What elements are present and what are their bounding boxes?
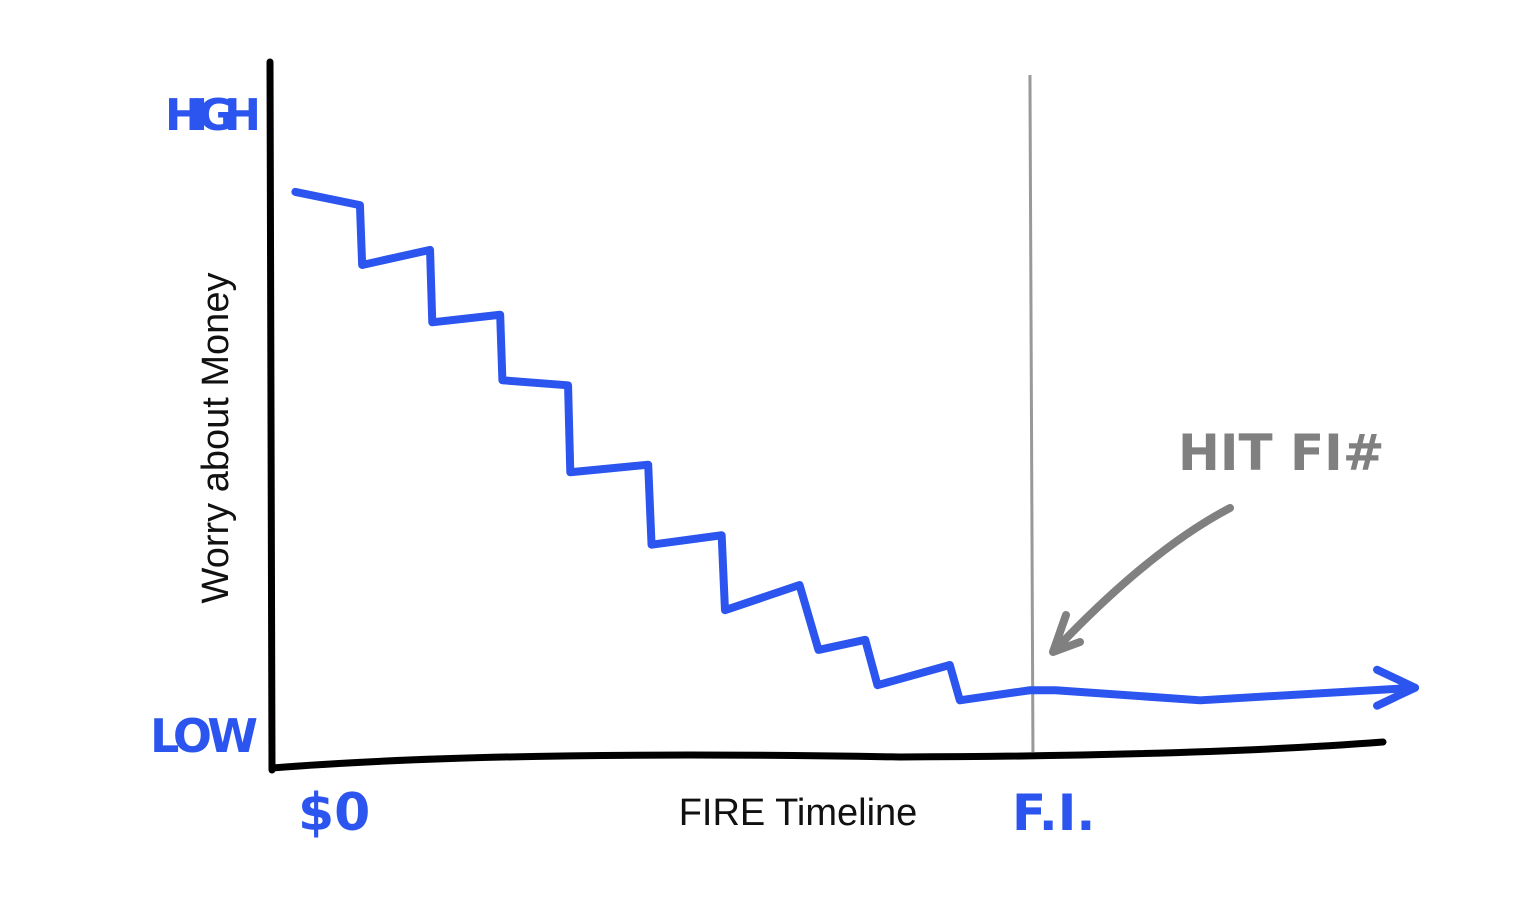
x-tick-zero: $0 [298,783,370,843]
annotation-hit-fi: HIT FI# [1178,424,1385,482]
series-line [291,187,1420,705]
x-axis [268,738,1387,772]
y-tick-low: LOW [150,709,258,763]
annotation-arrow [1049,504,1234,656]
x-axis-label: FIRE Timeline [679,792,918,834]
fi-marker-line [1028,74,1035,753]
y-axis [266,58,276,774]
series-arrowhead [1373,665,1420,710]
y-axis-label: Worry about Money [195,273,237,604]
x-tick-fi: F.I. [1012,784,1095,842]
y-tick-high: HIGH [165,90,261,141]
